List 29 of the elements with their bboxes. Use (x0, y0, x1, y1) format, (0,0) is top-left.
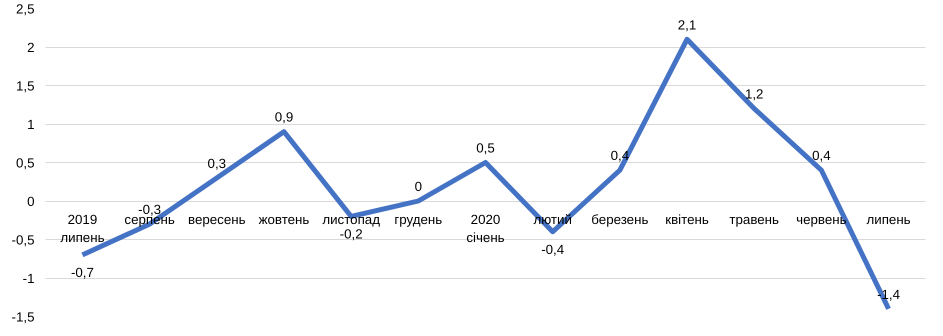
x-tick-label: листопад (322, 212, 380, 227)
x-tick-label: жовтень (258, 212, 310, 227)
x-tick-label: 2019 липень (60, 212, 105, 245)
data-label: 0,5 (476, 140, 495, 156)
y-tick-label: 0 (27, 194, 35, 209)
data-label: 0,3 (208, 156, 226, 171)
data-label: 1,2 (744, 86, 764, 102)
y-tick-label: 1,5 (16, 78, 35, 94)
data-label: 2,1 (678, 17, 696, 32)
y-tick-label: -1,5 (12, 310, 34, 324)
y-tick-label: -0,5 (12, 232, 34, 248)
y-tick-label: 0,5 (16, 156, 35, 170)
x-tick-label: липень (866, 212, 911, 227)
x-tick-label: грудень (394, 212, 442, 227)
x-tick-label: квітень (665, 212, 709, 227)
data-label: 0,4 (812, 148, 832, 164)
x-tick-label: березень (591, 212, 648, 227)
y-tick-label: 2 (27, 40, 35, 55)
y-tick-label: 1 (27, 117, 35, 132)
data-label: 0 (414, 179, 422, 194)
data-label: -0,7 (70, 264, 94, 280)
x-tick-label: 2020 січень (466, 212, 505, 245)
data-label: -0,2 (340, 226, 363, 242)
y-tick-label: 2,5 (16, 2, 35, 16)
data-label: -0,4 (541, 242, 565, 257)
data-label: 0,9 (274, 110, 294, 125)
y-tick-label: -1 (22, 271, 35, 286)
x-tick-label: вересень (188, 212, 246, 227)
x-tick-label: травень (729, 212, 780, 227)
